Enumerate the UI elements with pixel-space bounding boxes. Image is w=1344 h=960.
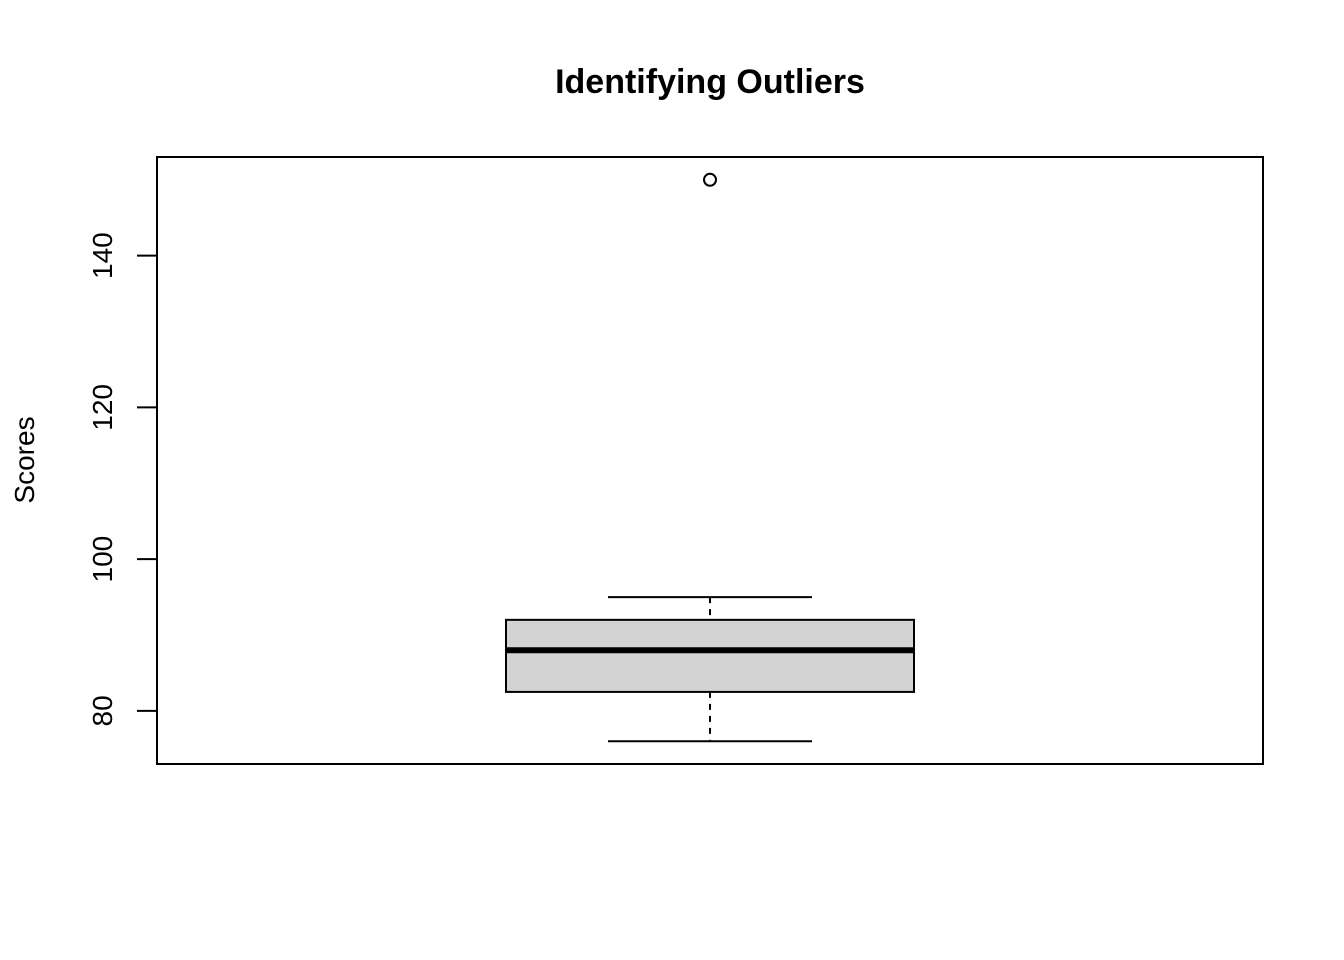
y-tick-label: 100 xyxy=(87,536,118,583)
y-tick-label: 120 xyxy=(87,384,118,431)
chart-title: Identifying Outliers xyxy=(555,63,865,101)
y-axis-label: Scores xyxy=(9,416,40,503)
y-axis: 80 100 120 140 xyxy=(87,232,158,726)
interquartile-box xyxy=(505,618,915,693)
box-group xyxy=(505,172,915,743)
outlier-point xyxy=(703,172,717,187)
y-tick-label: 140 xyxy=(87,232,118,279)
y-tick-label: 80 xyxy=(87,695,118,726)
